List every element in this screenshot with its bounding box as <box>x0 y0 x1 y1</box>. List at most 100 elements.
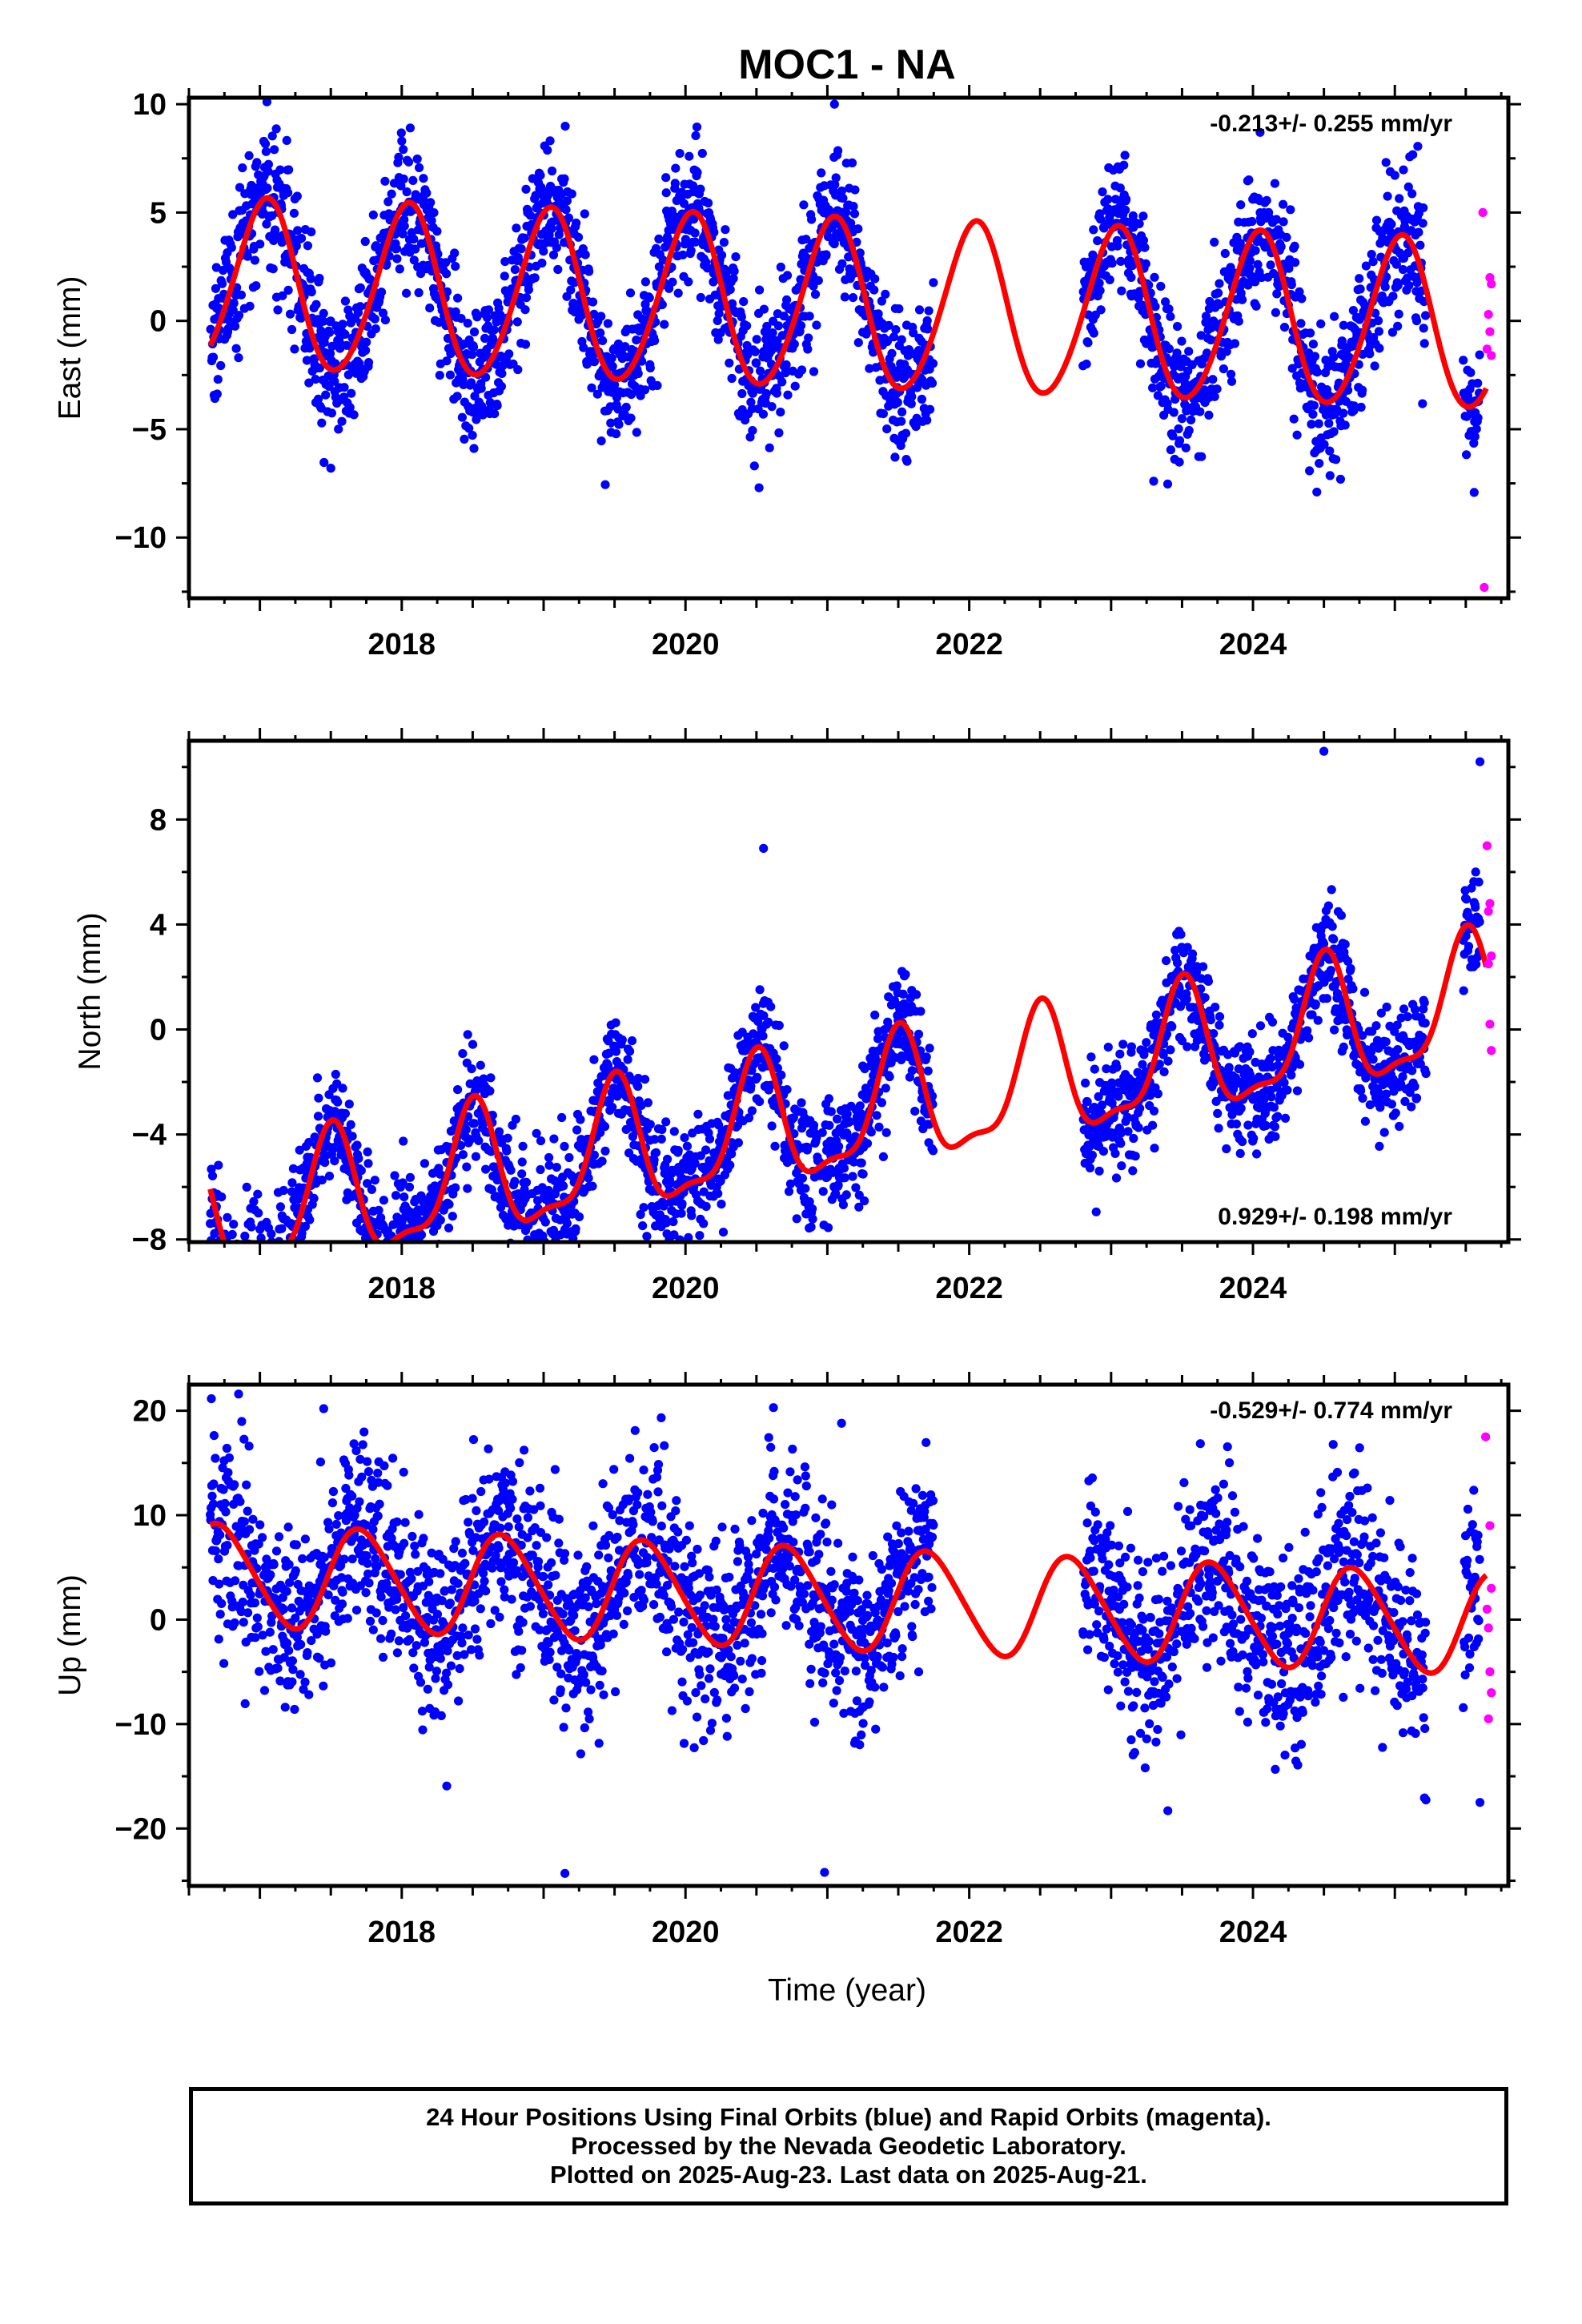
east-final-point <box>460 434 469 444</box>
north-final-point <box>1392 1020 1402 1030</box>
east-final-point <box>1271 215 1281 224</box>
north-final-point <box>331 1069 340 1080</box>
north-final-point <box>1139 1046 1149 1055</box>
east-final-point <box>696 184 705 194</box>
east-final-point <box>469 327 480 337</box>
north-final-point <box>564 1152 574 1163</box>
east-final-point <box>592 389 602 399</box>
north-final-point <box>271 1267 279 1276</box>
north-final-point <box>1103 1043 1113 1052</box>
north-final-point <box>872 1111 881 1120</box>
east-final-point <box>349 410 359 420</box>
north-final-point <box>860 1196 869 1206</box>
east-final-point <box>1220 248 1230 259</box>
east-final-point <box>216 360 226 371</box>
east-final-point <box>268 264 278 274</box>
north-final-point <box>1375 1103 1385 1112</box>
north-final-point <box>659 1201 669 1211</box>
north-final-point <box>251 1277 259 1286</box>
east-final-point <box>758 409 769 419</box>
north-final-point <box>247 1222 256 1232</box>
east-final-point <box>321 390 331 400</box>
north-final-point <box>496 1203 506 1212</box>
east-final-point <box>1172 348 1182 358</box>
east-final-point <box>442 287 452 296</box>
east-final-point <box>632 428 641 437</box>
east-final-point <box>654 234 664 243</box>
north-final-point <box>1133 1068 1142 1077</box>
north-final-point <box>548 1260 557 1269</box>
east-final-point <box>1408 150 1418 159</box>
east-final-point <box>468 350 477 360</box>
east-final-point <box>882 424 892 434</box>
east-final-point <box>660 320 669 329</box>
east-final-point <box>530 273 540 283</box>
north-final-point <box>229 1309 238 1318</box>
north-final-point <box>669 1262 678 1271</box>
east-final-point <box>400 221 409 231</box>
north-final-point <box>657 1124 667 1135</box>
north-final-point <box>292 1250 301 1259</box>
north-final-point <box>1329 935 1339 944</box>
north-final-point <box>901 970 910 979</box>
north-final-point <box>429 1251 438 1260</box>
north-final-point <box>234 1301 243 1309</box>
east-final-point <box>1349 401 1359 411</box>
east-final-point <box>315 363 324 373</box>
east-final-point <box>327 408 336 418</box>
north-final-point <box>463 1030 472 1039</box>
east-final-point <box>1473 413 1483 423</box>
east-final-point <box>1469 488 1479 497</box>
north-final-point <box>458 1150 468 1160</box>
east-final-point <box>1120 151 1130 160</box>
east-final-point <box>457 412 468 422</box>
north-final-point <box>727 1149 737 1159</box>
north-final-point <box>1110 1148 1120 1158</box>
north-final-point <box>649 1155 659 1164</box>
north-final-point <box>416 1230 427 1240</box>
north-final-point <box>367 1184 376 1194</box>
north-final-point <box>266 1255 275 1264</box>
north-final-point <box>1135 1104 1145 1113</box>
north-final-point <box>241 1288 250 1297</box>
north-final-point <box>1116 1128 1126 1138</box>
north-final-point <box>420 1159 430 1168</box>
north-final-point <box>1138 1059 1147 1069</box>
east-final-point <box>1309 400 1319 410</box>
east-final-point <box>553 264 563 275</box>
north-final-point <box>589 1055 599 1064</box>
north-final-point <box>772 1054 781 1063</box>
north-final-point <box>921 1052 931 1062</box>
north-final-point <box>214 1160 223 1170</box>
north-final-point <box>277 1301 286 1309</box>
east-final-point <box>661 173 671 183</box>
east-final-point <box>296 313 306 323</box>
east-final-point <box>608 361 617 372</box>
east-final-point <box>304 378 314 388</box>
north-final-point <box>803 1143 813 1152</box>
north-final-point <box>1304 1033 1314 1043</box>
east-final-point <box>427 215 436 225</box>
east-final-point <box>564 213 574 223</box>
east-final-point <box>1307 420 1316 429</box>
north-final-point <box>1114 1092 1123 1101</box>
north-final-point <box>242 1250 251 1259</box>
north-final-point <box>540 1262 548 1271</box>
north-final-point <box>612 1047 621 1056</box>
east-final-point <box>789 340 799 349</box>
north-final-point <box>766 1002 776 1011</box>
east-final-point <box>236 290 246 300</box>
east-final-point <box>657 300 667 309</box>
north-final-point <box>1267 1017 1278 1027</box>
north-final-point <box>1215 1020 1224 1030</box>
north-final-point <box>916 1007 926 1016</box>
north-final-point <box>773 1063 783 1073</box>
east-final-point <box>633 368 643 379</box>
north-final-point <box>549 1134 559 1144</box>
east-final-point <box>810 289 821 300</box>
north-final-point <box>510 1176 520 1186</box>
north-final-point <box>232 1283 241 1292</box>
east-final-point <box>670 179 680 188</box>
east-final-point <box>543 146 552 155</box>
north-final-point <box>851 1183 861 1192</box>
